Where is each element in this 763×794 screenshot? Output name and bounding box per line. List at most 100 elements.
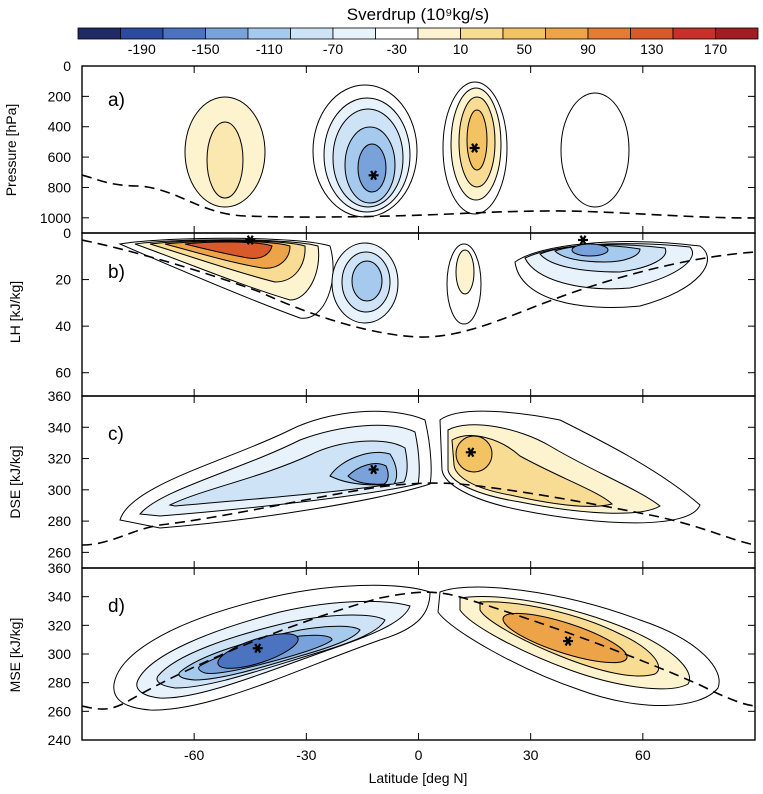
y-tick-label: 360 [48, 388, 72, 404]
x-tick-label: -60 [184, 747, 204, 763]
colorbar-swatch [290, 27, 334, 40]
colorbar-swatch [120, 27, 164, 40]
colorbar-tick-label: -190 [128, 41, 156, 57]
y-tick-label: 320 [48, 451, 72, 467]
panel-a-label: a) [108, 90, 125, 111]
panel-b-dashed-line [82, 239, 755, 338]
panel-a-frame [81, 65, 756, 234]
colorbar-tick-label: -110 [256, 41, 283, 57]
panel-d-label: d) [108, 596, 125, 617]
panel-b-field [82, 237, 755, 338]
colorbar-swatch [247, 27, 291, 40]
panel-d-ylabel: MSE [kJ/kg] [7, 618, 23, 693]
panel-b: b) LH [kJ/kg] [7, 232, 756, 397]
x-tick-label: 60 [635, 747, 651, 763]
y-tick-label: 280 [48, 513, 72, 529]
y-tick-label: 260 [48, 544, 72, 560]
extremum-marker [245, 235, 256, 245]
x-tick-label: 30 [523, 747, 539, 763]
panel-c-ylabel: DSE [kJ/kg] [7, 445, 23, 518]
panel-a-ylabel: Pressure [hPa] [3, 104, 19, 197]
y-tick-label: 600 [48, 149, 72, 165]
colorbar-swatch [672, 27, 716, 40]
colorbar-swatch [587, 27, 631, 40]
y-tick-label: 20 [55, 272, 71, 288]
y-tick-label: 240 [48, 732, 72, 748]
y-tick-label: 1000 [40, 210, 71, 226]
extremum-marker [368, 170, 379, 181]
panel-a-field [82, 81, 755, 219]
panel-d-dashed-line [82, 591, 755, 710]
colorbar-tick-label: 170 [704, 41, 728, 57]
colorbar-swatch [417, 27, 461, 40]
panel-b-ylabel: LH [kJ/kg] [7, 281, 23, 343]
y-tick-label: 280 [48, 675, 72, 691]
panel-c-field [82, 410, 755, 546]
panel-c-contour-3 [168, 440, 408, 507]
colorbar-tick-label: 50 [516, 41, 532, 57]
y-tick-label: 340 [48, 419, 72, 435]
extrema-markers [245, 143, 589, 654]
colorbar-swatch [205, 27, 249, 40]
y-tick-label: 340 [48, 589, 72, 605]
x-tick-label: -30 [296, 747, 316, 763]
colorbar-swatch [460, 27, 504, 40]
panel-d-field [82, 584, 755, 711]
colorbar-tick-label: 90 [580, 41, 596, 57]
extremum-marker [465, 447, 476, 458]
y-tick-label: 60 [55, 365, 71, 381]
colorbar-swatch [77, 27, 121, 40]
panel-a-contour-sh-positive-inner [206, 121, 244, 199]
colorbar-tick-label: -30 [387, 41, 407, 57]
x-axis-title: Latitude [deg N] [369, 770, 468, 786]
panel-d: d) MSE [kJ/kg] [7, 567, 756, 741]
panel-a-surface-dashed-line [82, 174, 755, 219]
y-tick-label: 0 [63, 58, 71, 74]
panel-a-contour-nh-weak [560, 92, 630, 208]
colorbar-title: Sverdrup (10⁹kg/s) [347, 5, 489, 24]
panel-b-label: b) [108, 262, 125, 283]
y-tick-label: 300 [48, 646, 72, 662]
y-tick-label: 400 [48, 119, 72, 135]
colorbar-swatch [715, 27, 759, 40]
y-tick-label: 800 [48, 179, 72, 195]
panel-c-label: c) [108, 424, 124, 445]
colorbar-swatch [630, 27, 674, 40]
extremum-marker [578, 235, 589, 245]
y-tick-label: 200 [48, 88, 72, 104]
colorbar-tick-label: 10 [453, 41, 469, 57]
x-tick-label: 0 [415, 747, 423, 763]
y-tick-label: 260 [48, 703, 72, 719]
colorbar-swatch [375, 27, 419, 40]
colorbar-tick-label: 130 [640, 41, 664, 57]
extremum-marker [368, 464, 379, 475]
y-tick-label: 320 [48, 617, 72, 633]
colorbar-swatch [502, 27, 546, 40]
y-tick-label: 300 [48, 482, 72, 498]
panel-b-contour-5 [184, 241, 273, 259]
panel-b-contour-8 [351, 260, 383, 302]
axes-ticks: 0200400600800100002040602602803003203403… [40, 58, 755, 763]
panel-a: a) Pressure [hPa] [3, 65, 756, 234]
panel-b-contour-10 [455, 249, 475, 295]
colorbar-swatch [545, 27, 589, 40]
colorbar-tick-label: -70 [323, 41, 343, 57]
colorbar-swatch [162, 27, 206, 40]
y-tick-label: 360 [48, 560, 72, 576]
colorbar-swatch [332, 27, 376, 40]
extremum-marker [469, 143, 480, 153]
panel-c-dashed-line [82, 482, 755, 546]
panel-b-contour-15 [571, 243, 609, 257]
panel-d-contour-6 [217, 633, 299, 669]
colorbar-ticks: -190 -150 -110 -70 -30 10 50 90 130 170 [128, 41, 728, 57]
panel-a-contour-9 [466, 109, 488, 171]
colorbar-tick-label: -150 [191, 41, 219, 57]
panel-c-contour-9 [455, 435, 493, 473]
y-tick-label: 0 [63, 225, 71, 241]
extremum-marker [563, 636, 574, 646]
panel-c: c) DSE [kJ/kg] [7, 395, 756, 569]
y-tick-label: 40 [55, 318, 71, 334]
extremum-marker [252, 643, 263, 654]
panel-a-contour-5 [357, 143, 387, 193]
